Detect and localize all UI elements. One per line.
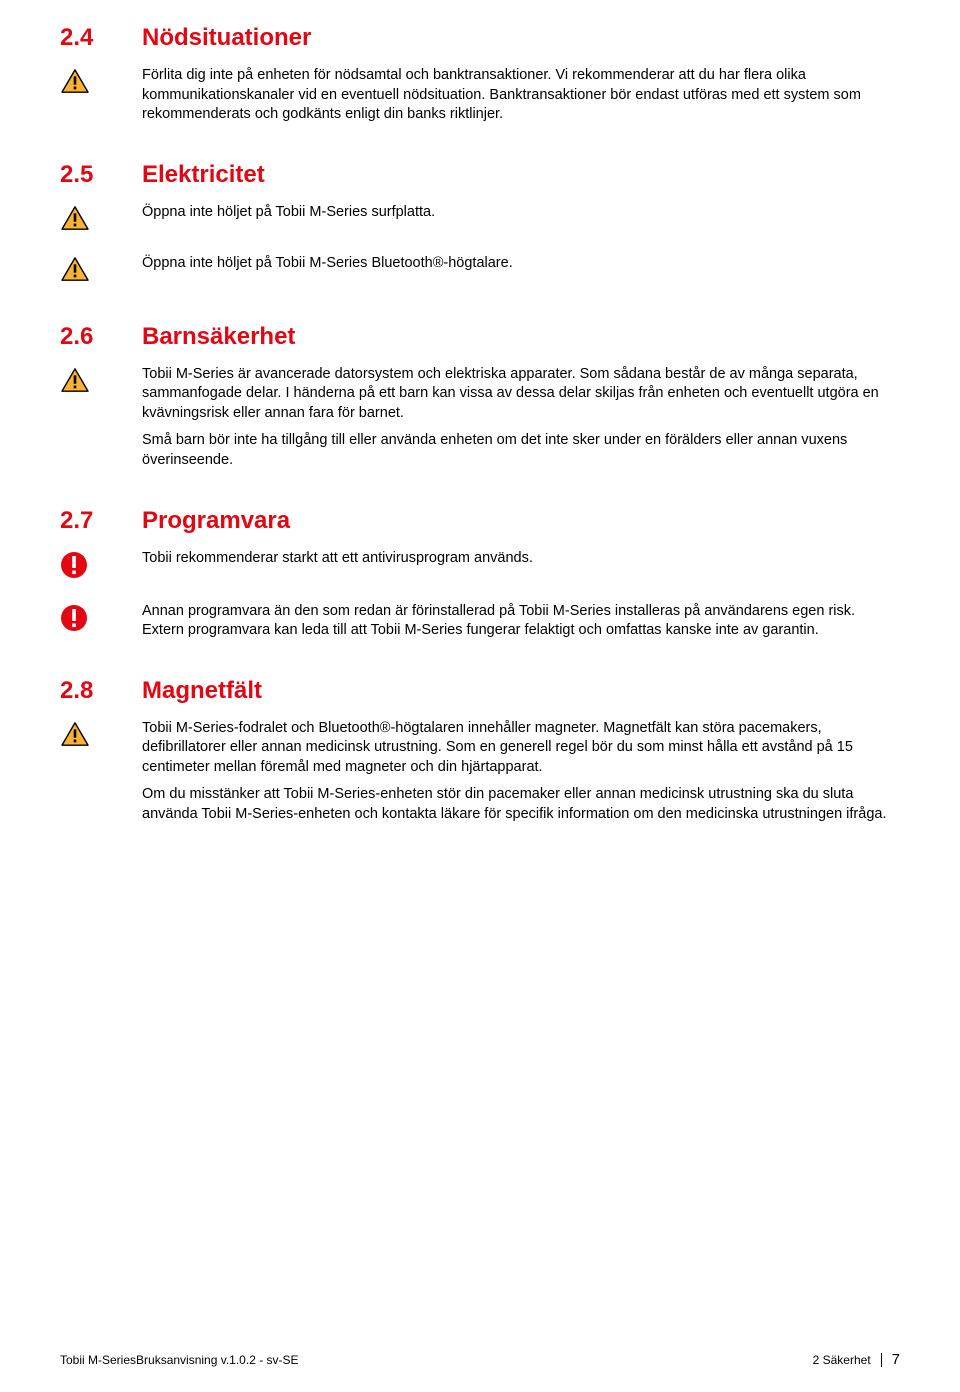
icon-cell xyxy=(60,203,142,236)
page-footer: Tobii M-SeriesBruksanvisning v.1.0.2 - s… xyxy=(0,1351,960,1368)
section-number: 2.5 xyxy=(60,161,142,189)
warning-text: Öppna inte höljet på Tobii M-Series surf… xyxy=(142,203,900,223)
section-header: 2.6 Barnsäkerhet xyxy=(60,323,900,351)
notice-block: Tobii rekommenderar starkt att ett antiv… xyxy=(60,549,900,584)
warning-block: Öppna inte höljet på Tobii M-Series surf… xyxy=(60,203,900,236)
paragraph: Öppna inte höljet på Tobii M-Series Blue… xyxy=(142,254,900,274)
section-title: Barnsäkerhet xyxy=(142,323,295,351)
warning-block: Tobii M-Series är avancerade datorsystem… xyxy=(60,365,900,471)
paragraph: Förlita dig inte på enheten för nödsamta… xyxy=(142,66,900,125)
notice-text: Annan programvara än den som redan är fö… xyxy=(142,602,900,641)
icon-cell xyxy=(60,602,142,637)
section-2-6: 2.6 Barnsäkerhet Tobii M-Series är avanc… xyxy=(60,323,900,471)
footer-section-label: 2 Säkerhet xyxy=(813,1353,871,1367)
section-header: 2.8 Magnetfält xyxy=(60,677,900,705)
paragraph: Tobii M-Series är avancerade datorsystem… xyxy=(142,365,900,424)
paragraph: Annan programvara än den som redan är fö… xyxy=(142,602,900,641)
section-2-4: 2.4 Nödsituationer Förlita dig inte på e… xyxy=(60,24,900,125)
warning-block: Tobii M-Series-fodralet och Bluetooth®-h… xyxy=(60,719,900,825)
section-number: 2.7 xyxy=(60,507,142,535)
footer-right: 2 Säkerhet 7 xyxy=(813,1351,900,1368)
notice-block: Annan programvara än den som redan är fö… xyxy=(60,602,900,641)
section-header: 2.5 Elektricitet xyxy=(60,161,900,189)
warning-text: Tobii M-Series är avancerade datorsystem… xyxy=(142,365,900,471)
footer-divider xyxy=(881,1353,882,1367)
warning-triangle-icon xyxy=(60,68,90,94)
warning-triangle-icon xyxy=(60,721,90,747)
warning-text: Öppna inte höljet på Tobii M-Series Blue… xyxy=(142,254,900,274)
icon-cell xyxy=(60,719,142,752)
section-title: Programvara xyxy=(142,507,290,535)
notice-circle-icon xyxy=(60,551,88,579)
section-number: 2.6 xyxy=(60,323,142,351)
icon-cell xyxy=(60,66,142,99)
section-2-7: 2.7 Programvara Tobii rekommenderar star… xyxy=(60,507,900,641)
paragraph: Om du misstänker att Tobii M-Series-enhe… xyxy=(142,785,900,824)
footer-left: Tobii M-SeriesBruksanvisning v.1.0.2 - s… xyxy=(60,1353,299,1367)
section-title: Nödsituationer xyxy=(142,24,311,52)
section-number: 2.8 xyxy=(60,677,142,705)
page-number: 7 xyxy=(892,1351,900,1368)
warning-text: Förlita dig inte på enheten för nödsamta… xyxy=(142,66,900,125)
warning-triangle-icon xyxy=(60,205,90,231)
warning-block: Öppna inte höljet på Tobii M-Series Blue… xyxy=(60,254,900,287)
section-title: Magnetfält xyxy=(142,677,262,705)
paragraph: Tobii rekommenderar starkt att ett antiv… xyxy=(142,549,900,569)
section-title: Elektricitet xyxy=(142,161,265,189)
section-header: 2.4 Nödsituationer xyxy=(60,24,900,52)
icon-cell xyxy=(60,549,142,584)
paragraph: Öppna inte höljet på Tobii M-Series surf… xyxy=(142,203,900,223)
paragraph: Tobii M-Series-fodralet och Bluetooth®-h… xyxy=(142,719,900,778)
notice-text: Tobii rekommenderar starkt att ett antiv… xyxy=(142,549,900,569)
warning-triangle-icon xyxy=(60,367,90,393)
section-number: 2.4 xyxy=(60,24,142,52)
paragraph: Små barn bör inte ha tillgång till eller… xyxy=(142,431,900,470)
warning-triangle-icon xyxy=(60,256,90,282)
icon-cell xyxy=(60,365,142,398)
section-header: 2.7 Programvara xyxy=(60,507,900,535)
icon-cell xyxy=(60,254,142,287)
warning-text: Tobii M-Series-fodralet och Bluetooth®-h… xyxy=(142,719,900,825)
notice-circle-icon xyxy=(60,604,88,632)
section-2-5: 2.5 Elektricitet Öppna inte höljet på To… xyxy=(60,161,900,287)
warning-block: Förlita dig inte på enheten för nödsamta… xyxy=(60,66,900,125)
page-content: 2.4 Nödsituationer Förlita dig inte på e… xyxy=(0,0,960,824)
section-2-8: 2.8 Magnetfält Tobii M-Series-fodralet o… xyxy=(60,677,900,825)
